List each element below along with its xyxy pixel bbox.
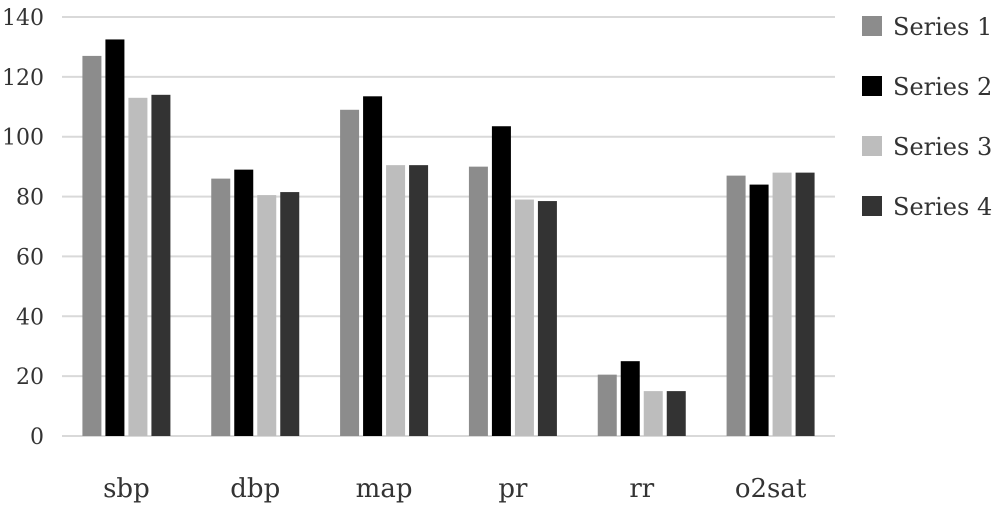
bar-dbp-series-2 — [234, 169, 254, 436]
y-tick-label: 140 — [2, 6, 44, 31]
x-category-label: map — [356, 474, 413, 504]
y-axis: 0 20 40 60 80 100 120 140 — [2, 6, 44, 450]
x-category-label: dbp — [230, 474, 280, 504]
bar-map-series-4 — [409, 165, 429, 436]
bar-rr-series-4 — [666, 391, 686, 436]
x-category-label: o2sat — [735, 474, 807, 504]
bar-sbp-series-4 — [151, 94, 171, 437]
bar-rr-series-3 — [643, 391, 663, 436]
bar-pr-series-2 — [491, 126, 511, 436]
y-tick-label: 20 — [16, 365, 44, 390]
bar-pr-series-3 — [514, 199, 534, 436]
legend: Series 1 Series 2 Series 3 Series 4 — [862, 13, 992, 221]
bar-dbp-series-1 — [211, 178, 231, 436]
bar-dbp-series-4 — [280, 192, 300, 436]
x-category-label: pr — [498, 474, 528, 504]
legend-label: Series 3 — [893, 133, 992, 161]
bar-map-series-2 — [363, 96, 383, 436]
grid-layer — [62, 16, 835, 437]
y-tick-label: 100 — [2, 126, 44, 151]
bar-rr-series-2 — [620, 361, 640, 436]
bar-rr-series-1 — [597, 374, 617, 436]
y-tick-label: 120 — [2, 66, 44, 91]
bar-sbp-series-3 — [128, 97, 148, 437]
bar-o2sat-series-4 — [795, 172, 815, 436]
bar-o2sat-series-3 — [772, 172, 792, 436]
legend-swatch — [862, 136, 882, 156]
bar-o2sat-series-1 — [726, 175, 746, 436]
bar-sbp-series-1 — [82, 55, 102, 437]
bar-map-series-1 — [340, 109, 360, 437]
legend-label: Series 1 — [893, 13, 992, 41]
legend-label: Series 4 — [893, 193, 992, 221]
bar-pr-series-1 — [468, 166, 488, 436]
y-tick-label: 60 — [16, 245, 44, 270]
bar-sbp-series-2 — [105, 39, 125, 436]
bar-dbp-series-3 — [257, 195, 277, 436]
y-tick-label: 0 — [30, 425, 44, 450]
y-tick-label: 40 — [16, 305, 44, 330]
bar-map-series-3 — [386, 165, 406, 436]
legend-swatch — [862, 16, 882, 36]
legend-swatch — [862, 196, 882, 216]
x-category-label: sbp — [103, 474, 150, 504]
y-tick-label: 80 — [16, 186, 44, 211]
legend-label: Series 2 — [893, 73, 992, 101]
x-axis: sbp dbp map pr rr o2sat — [103, 474, 807, 504]
bars — [82, 39, 815, 437]
bar-o2sat-series-2 — [749, 184, 769, 436]
legend-swatch — [862, 76, 882, 96]
x-category-label: rr — [629, 474, 654, 504]
bar-pr-series-4 — [537, 201, 557, 436]
